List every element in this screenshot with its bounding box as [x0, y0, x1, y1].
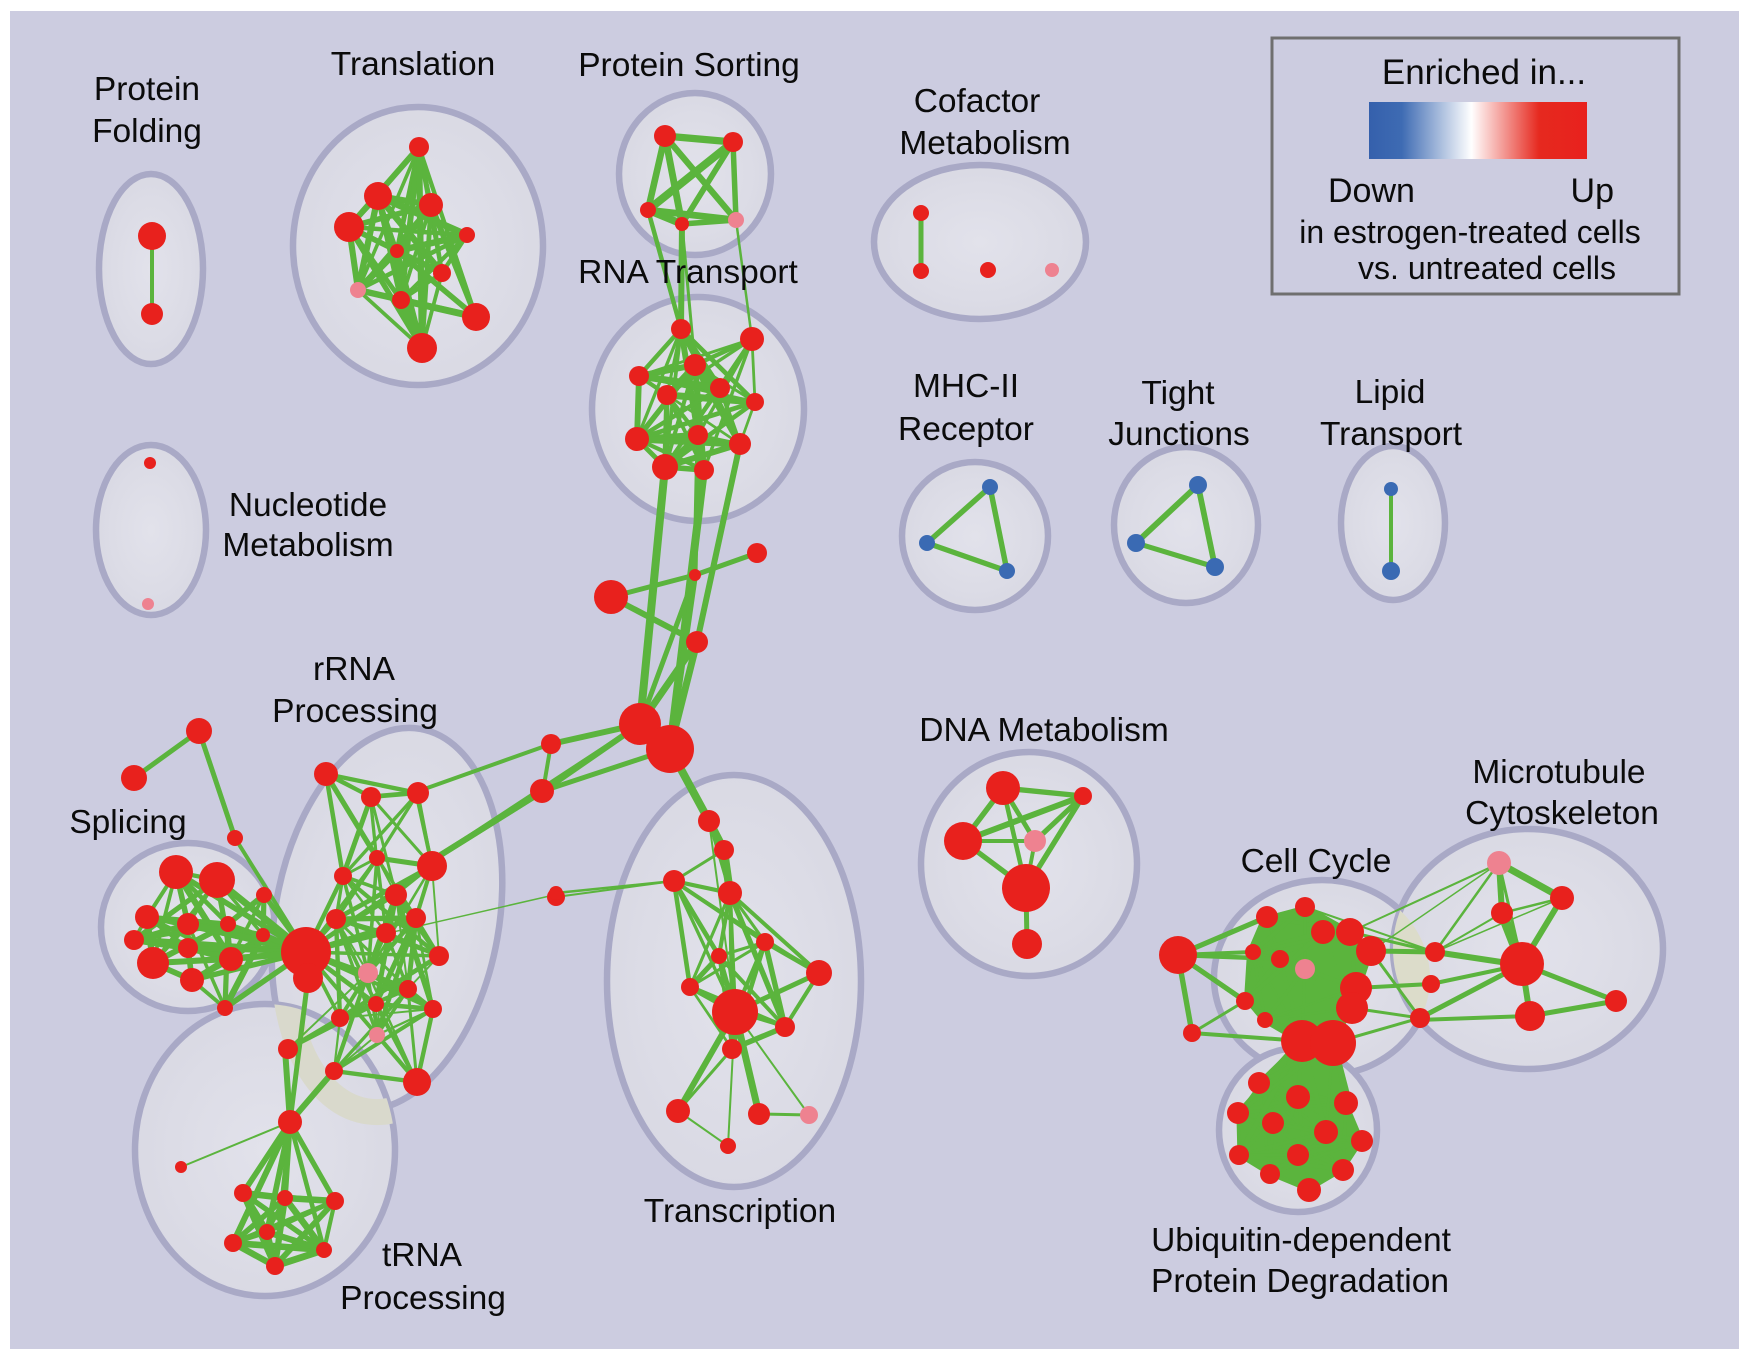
svg-text:vs. untreated cells: vs. untreated cells — [1358, 250, 1616, 286]
svg-text:Cell Cycle: Cell Cycle — [1241, 843, 1392, 880]
svg-text:tRNA: tRNA — [382, 1237, 463, 1274]
svg-text:Junctions: Junctions — [1108, 416, 1250, 453]
svg-text:Splicing: Splicing — [69, 804, 186, 841]
svg-text:in estrogen-treated cells: in estrogen-treated cells — [1299, 214, 1641, 250]
svg-text:Nucleotide: Nucleotide — [229, 487, 387, 524]
svg-text:MHC-II: MHC-II — [913, 368, 1019, 405]
svg-text:Translation: Translation — [331, 46, 495, 83]
svg-text:Processing: Processing — [272, 693, 438, 730]
svg-text:DNA Metabolism: DNA Metabolism — [919, 712, 1168, 749]
svg-text:Up: Up — [1571, 172, 1614, 210]
svg-text:Down: Down — [1328, 172, 1415, 210]
svg-text:Tight: Tight — [1141, 375, 1215, 412]
svg-text:Processing: Processing — [340, 1280, 506, 1317]
svg-text:Microtubule: Microtubule — [1472, 754, 1645, 791]
svg-text:Folding: Folding — [92, 113, 202, 150]
svg-text:Cofactor: Cofactor — [914, 83, 1041, 120]
svg-text:Protein: Protein — [94, 71, 200, 108]
svg-text:Transport: Transport — [1320, 416, 1463, 453]
svg-text:rRNA: rRNA — [313, 651, 396, 688]
svg-text:Protein Degradation: Protein Degradation — [1151, 1263, 1449, 1300]
svg-text:Enriched in...: Enriched in... — [1382, 53, 1586, 92]
svg-text:Lipid: Lipid — [1355, 374, 1426, 411]
svg-text:Metabolism: Metabolism — [899, 125, 1070, 162]
svg-text:Transcription: Transcription — [644, 1193, 836, 1230]
svg-text:Receptor: Receptor — [898, 411, 1034, 448]
svg-text:Protein Sorting: Protein Sorting — [578, 47, 800, 84]
svg-text:Metabolism: Metabolism — [222, 527, 393, 564]
svg-text:RNA Transport: RNA Transport — [578, 254, 798, 291]
svg-text:Ubiquitin-dependent: Ubiquitin-dependent — [1151, 1222, 1452, 1259]
svg-text:Cytoskeleton: Cytoskeleton — [1465, 795, 1659, 832]
